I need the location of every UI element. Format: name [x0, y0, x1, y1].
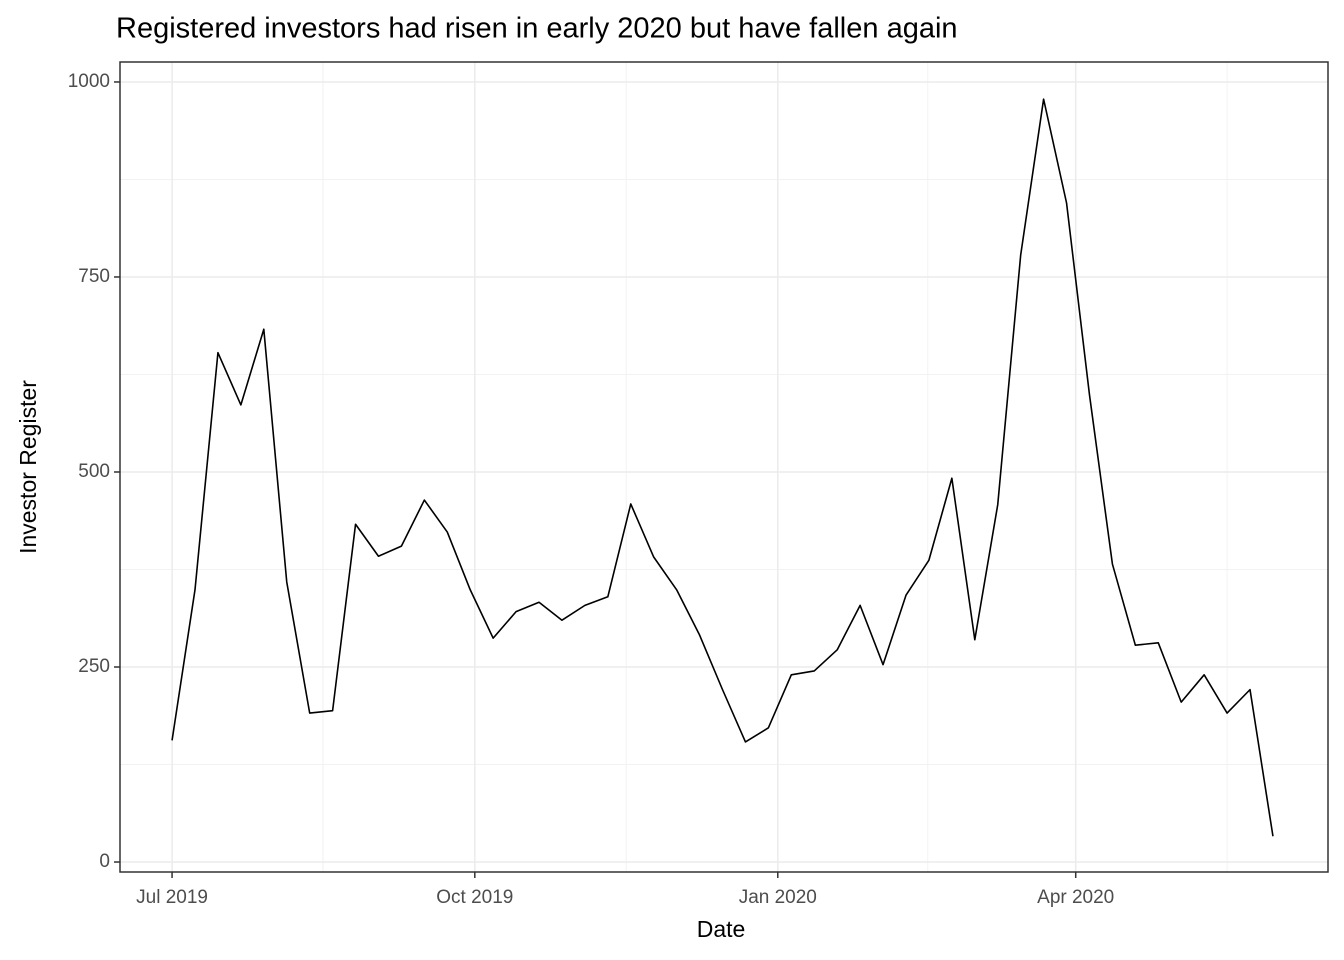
panel-border: [119, 61, 1329, 873]
x-axis-title: Date: [697, 916, 746, 942]
y-tick-label: 0: [99, 851, 110, 872]
x-tick-label: Apr 2020: [1037, 887, 1114, 908]
x-tick-label: Jan 2020: [739, 887, 817, 908]
y-tick-label: 250: [78, 656, 110, 677]
chart-title: Registered investors had risen in early …: [116, 13, 958, 45]
y-tick-label: 500: [78, 461, 110, 482]
line: [171, 98, 1274, 837]
y-tick-label: 1000: [68, 71, 110, 92]
y-tick-label: 750: [78, 266, 110, 287]
x-tick-label: Oct 2019: [436, 887, 513, 908]
x-tick-label: Jul 2019: [136, 887, 208, 908]
y-axis-title: Investor Register: [15, 380, 41, 554]
